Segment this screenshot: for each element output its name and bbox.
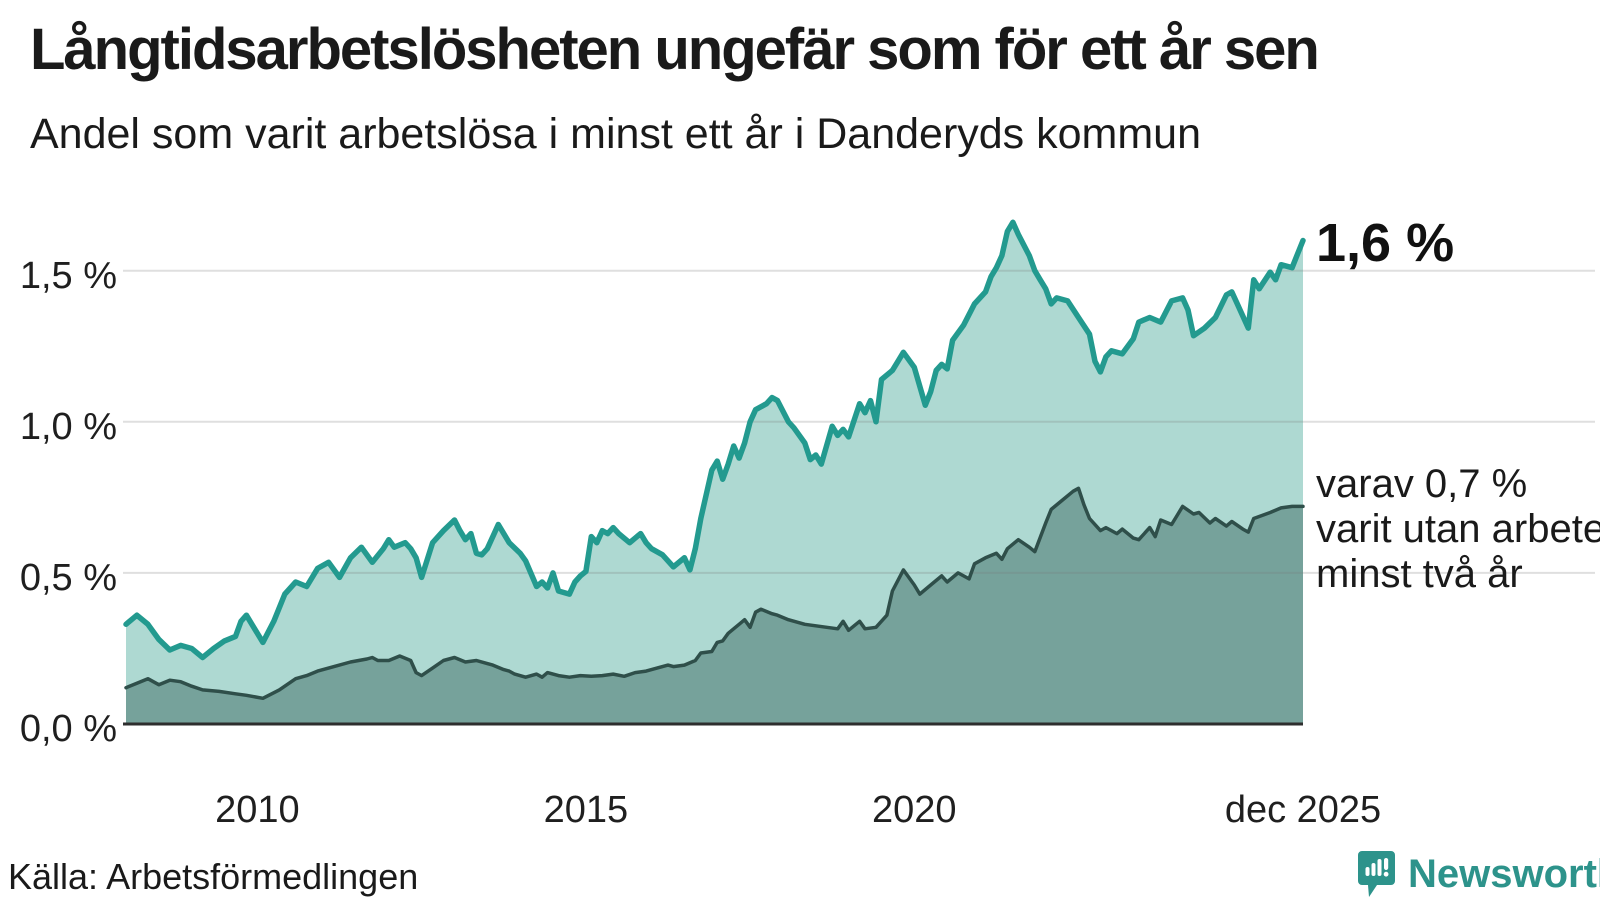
y-tick-label: 1,5 % (19, 254, 117, 297)
secondary-annotation-line: minst två år (1316, 552, 1523, 596)
x-tick-label: 2020 (872, 789, 957, 831)
y-tick-label: 1,0 % (19, 405, 117, 448)
newsworthy-logo: Newsworthy (1358, 848, 1600, 900)
y-tick-label: 0,5 % (19, 556, 117, 599)
brand-wordmark: Newsworthy (1408, 851, 1600, 896)
bar-small (1365, 867, 1370, 876)
secondary-annotation-line: varav 0,7 % (1316, 462, 1528, 506)
bar-medium (1371, 863, 1376, 876)
latest-value-annotation: 1,6 % (1316, 213, 1455, 273)
source-credit: Källa: Arbetsförmedlingen (8, 856, 419, 897)
page-title: Långtidsarbetslösheten ungefär som för e… (30, 17, 1320, 82)
series-line-1 (124, 486, 1305, 701)
x-tick-label: dec 2025 (1224, 789, 1382, 831)
secondary-annotation-line: varit utan arbete (1316, 507, 1600, 551)
exclamation-bar (1384, 858, 1389, 870)
chart-subtitle: Andel som varit arbetslösa i minst ett å… (30, 110, 1202, 158)
x-tick-label: 2010 (215, 789, 300, 831)
y-tick-label: 0,0 % (19, 708, 117, 750)
speech-bubble (1358, 851, 1395, 897)
series-fill-1 (126, 488, 1303, 724)
bar-large (1377, 859, 1382, 876)
series-line-0 (123, 219, 1306, 661)
newsworthy-logo-icon (1358, 851, 1395, 897)
exclamation-dot (1383, 871, 1389, 877)
secondary-annotation: varav 0,7 % varit utan arbete minst två … (1316, 462, 1600, 597)
x-tick-label: 2015 (543, 789, 629, 831)
